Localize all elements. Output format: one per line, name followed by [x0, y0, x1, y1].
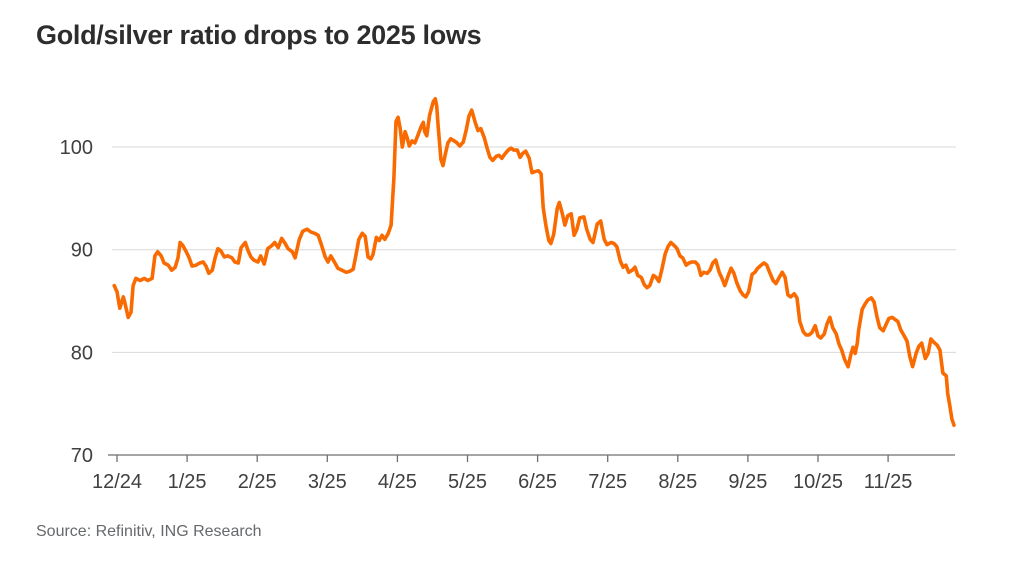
chart-title: Gold/silver ratio drops to 2025 lows — [36, 20, 482, 50]
y-axis-tick-label: 90 — [71, 240, 93, 262]
y-axis-tick-label: 70 — [71, 445, 93, 467]
ratio-line — [112, 97, 956, 428]
x-axis-tick-label: 8/25 — [658, 471, 697, 493]
y-axis-tick-label: 80 — [71, 342, 93, 364]
source-note: Source: Refinitiv, ING Research — [36, 523, 262, 540]
x-axis-tick-label: 12/24 — [92, 471, 142, 493]
x-axis-tick-label: 5/25 — [448, 471, 487, 493]
x-axis-tick-label: 2/25 — [238, 471, 277, 493]
x-axis-tick-label: 11/25 — [864, 471, 913, 493]
y-axis-tick-label: 100 — [60, 137, 93, 159]
x-axis-tick-label: 7/25 — [588, 471, 627, 493]
x-axis-tick-label: 9/25 — [728, 471, 767, 493]
x-axis-tick-label: 1/25 — [168, 471, 207, 493]
x-axis-tick-label: 4/25 — [378, 471, 417, 493]
x-axis-tick-label: 3/25 — [308, 471, 347, 493]
x-axis-tick-label: 10/25 — [793, 471, 843, 493]
x-axis-tick-label: 6/25 — [518, 471, 557, 493]
